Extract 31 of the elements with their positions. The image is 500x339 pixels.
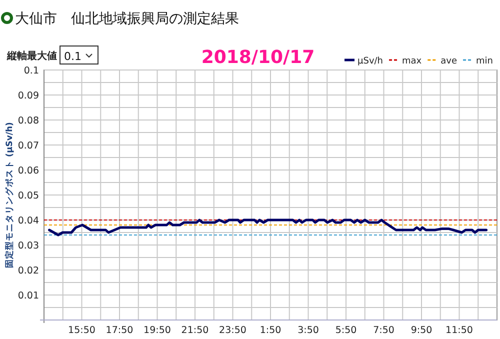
y-axis-title: 固定型モニタリングポスト (μSv/h)	[4, 122, 15, 268]
chart-title: 大仙市 仙北地域振興局の測定結果	[15, 11, 239, 27]
x-tick-label: 15:50	[68, 325, 96, 336]
x-tick-label: 1:50	[260, 325, 282, 336]
y-tick-label: 0.04	[18, 216, 39, 226]
y-tick-label: 0.06	[18, 166, 39, 176]
y-tick-label: 0.03	[18, 240, 39, 252]
y-tick-label: 0.01	[18, 290, 39, 302]
x-tick-label: 23:50	[219, 325, 246, 336]
x-tick-label: 3:50	[298, 325, 319, 336]
text: 0.1	[64, 50, 82, 63]
y-tick-label: 0.1	[24, 66, 39, 76]
y-tick-label: 0.07	[18, 140, 39, 152]
x-tick-label: 21:50	[181, 325, 209, 336]
y-tick-label: 0.08	[18, 116, 39, 126]
x-tick-label: 7:50	[373, 325, 394, 336]
chart-subtitle: 2018/10/17	[201, 47, 315, 68]
x-tick-label: 5:50	[335, 325, 357, 336]
text: 縦軸最大値	[6, 50, 57, 62]
y-tick-label: 0.05	[18, 190, 39, 202]
x-tick-label: 17:50	[106, 325, 134, 336]
x-tick-label: 9:50	[410, 325, 432, 336]
x-tick-label: 19:50	[144, 325, 171, 336]
legend-label: μSv/h	[358, 56, 384, 66]
legend-label: ave	[440, 56, 458, 66]
y-tick-label: 0.09	[18, 90, 39, 102]
line-series	[48, 218, 488, 236]
legend-label: min	[476, 56, 493, 66]
legend-label: max	[402, 56, 422, 66]
x-tick-label: 11:50	[446, 325, 473, 336]
y-tick-label: 0.02	[18, 266, 39, 276]
